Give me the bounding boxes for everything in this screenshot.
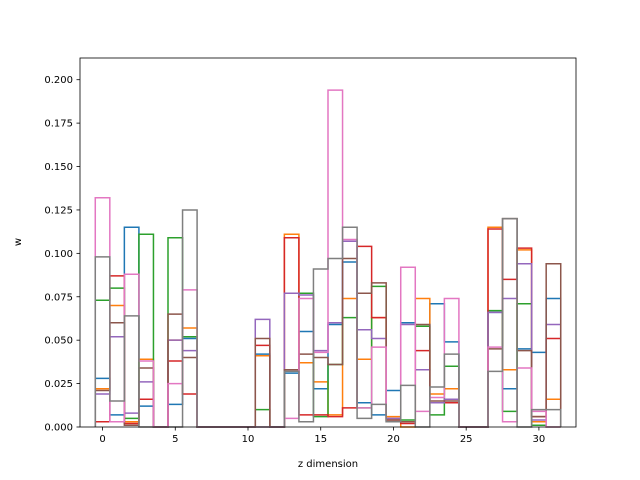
plot-frame: [79, 57, 577, 428]
y-axis-label: w: [13, 238, 24, 246]
y-tick-label: 0.100: [44, 249, 73, 260]
y-tick-label: 0.125: [44, 205, 73, 216]
x-tick-label: 10: [242, 434, 255, 445]
x-tick-label: 25: [460, 434, 473, 445]
y-tick-label: 0.175: [44, 119, 73, 130]
y-tick-label: 0.075: [44, 292, 73, 303]
y-tick-label: 0.000: [44, 423, 73, 434]
y-tick-label: 0.200: [44, 75, 73, 86]
y-tick-label: 0.050: [44, 336, 73, 347]
x-tick-label: 0: [99, 434, 105, 445]
y-tick-label: 0.150: [44, 162, 73, 173]
x-tick-label: 20: [387, 434, 400, 445]
series-layer: [94, 89, 562, 428]
x-tick-label: 5: [172, 434, 178, 445]
axes-layer: 0 5 10 15 20 25 30 0.000 0.025 0.050 0.075 0.100 0.1…: [44, 57, 577, 445]
x-axis-label: z dimension: [298, 459, 358, 470]
y-tick-label: 0.025: [44, 379, 73, 390]
x-tick-label: 15: [314, 434, 327, 445]
x-tick-label: 30: [533, 434, 546, 445]
